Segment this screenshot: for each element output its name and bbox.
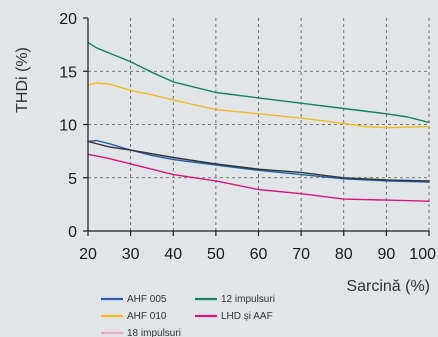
tick-labels: 0 5 10 15 20 20 30 40 50 60 70 80 90 100 <box>59 11 436 263</box>
grid <box>88 18 430 231</box>
y-tick-label: 20 <box>59 11 77 28</box>
y-tick-label: 5 <box>68 171 77 188</box>
legend-label: 12 impulsuri <box>221 294 275 305</box>
legend-item-ahf-010: AHF 010 <box>101 311 167 322</box>
x-tick-label: 60 <box>250 246 268 263</box>
y-tick-label: 10 <box>59 118 77 135</box>
series-line-ahf-010 <box>87 82 430 129</box>
x-tick-label: 100 <box>409 246 436 263</box>
y-tick-label: 15 <box>59 64 77 81</box>
legend-item-ahf-005: AHF 005 <box>101 294 167 305</box>
y-axis-title: THDi (%) <box>14 47 31 113</box>
series-line-ahf-005 <box>87 139 430 183</box>
series-lines <box>87 41 430 202</box>
legend-item-12-impulsuri: 12 impulsuri <box>195 294 275 305</box>
legend-item-lhd-i-aaf: LHD și AAF <box>195 311 273 322</box>
series-line-unlabeled <box>87 140 430 182</box>
legend-label: AHF 005 <box>127 294 167 305</box>
legend-item-18-impulsuri: 18 impulsuri <box>101 328 181 337</box>
legend-label: LHD și AAF <box>221 311 273 322</box>
x-tick-label: 50 <box>207 246 225 263</box>
x-tick-label: 40 <box>164 246 182 263</box>
x-tick-label: 30 <box>122 246 140 263</box>
y-tick-label: 0 <box>68 224 77 241</box>
legend-label: AHF 010 <box>127 311 167 322</box>
series-line-12-impulsuri <box>87 41 430 124</box>
series-line-lhd-i-aaf <box>87 153 430 202</box>
x-tick-label: 20 <box>79 246 97 263</box>
x-tick-label: 80 <box>335 246 353 263</box>
axes <box>83 17 430 236</box>
legend-label: 18 impulsuri <box>127 328 181 337</box>
x-tick-label: 90 <box>377 246 395 263</box>
x-axis-title: Sarcină (%) <box>346 278 430 295</box>
x-tick-label: 70 <box>292 246 310 263</box>
legend: AHF 005 AHF 010 18 impulsuri 12 impulsuri LH… <box>101 294 275 337</box>
